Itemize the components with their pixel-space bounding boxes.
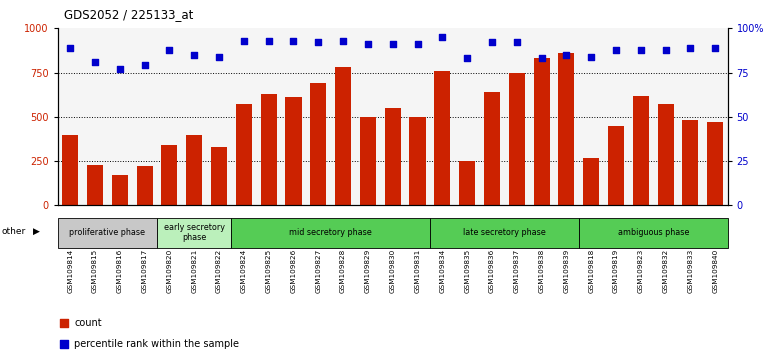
Point xyxy=(561,52,573,58)
Point xyxy=(585,54,598,59)
Bar xyxy=(608,126,624,205)
Point xyxy=(263,38,275,44)
Bar xyxy=(707,122,723,205)
Bar xyxy=(58,218,157,248)
Text: late secretory phase: late secretory phase xyxy=(463,228,546,237)
Text: ambiguous phase: ambiguous phase xyxy=(618,228,689,237)
Bar xyxy=(534,58,550,205)
Bar xyxy=(112,175,128,205)
Bar xyxy=(484,92,500,205)
Bar xyxy=(430,218,579,248)
Text: ▶: ▶ xyxy=(33,227,40,236)
Point xyxy=(139,63,151,68)
Bar xyxy=(459,161,475,205)
Point xyxy=(447,75,460,81)
Bar xyxy=(236,104,252,205)
Point xyxy=(610,47,622,52)
Bar xyxy=(157,218,232,248)
Bar xyxy=(658,104,674,205)
Point xyxy=(163,47,176,52)
Bar xyxy=(682,120,698,205)
Point xyxy=(461,56,474,61)
Point xyxy=(114,66,126,72)
Bar xyxy=(583,159,599,205)
Bar xyxy=(434,71,450,205)
Point xyxy=(447,268,460,274)
Bar xyxy=(62,135,79,205)
Bar xyxy=(87,165,103,205)
Bar xyxy=(162,145,177,205)
Bar xyxy=(186,136,203,205)
Bar xyxy=(286,97,302,205)
Point xyxy=(238,38,250,44)
Point xyxy=(337,38,350,44)
Point xyxy=(535,56,547,61)
Point xyxy=(64,45,76,51)
Text: proliferative phase: proliferative phase xyxy=(69,228,146,237)
Point xyxy=(89,59,101,65)
Point xyxy=(287,38,300,44)
Bar xyxy=(558,53,574,205)
Point xyxy=(411,41,424,47)
Bar xyxy=(136,166,152,205)
Bar xyxy=(260,94,276,205)
Bar xyxy=(310,83,326,205)
Point xyxy=(436,34,448,40)
Bar xyxy=(579,218,728,248)
Bar xyxy=(335,67,351,205)
Point xyxy=(387,41,399,47)
Text: GDS2052 / 225133_at: GDS2052 / 225133_at xyxy=(65,8,194,21)
Text: percentile rank within the sample: percentile rank within the sample xyxy=(75,339,239,349)
Bar xyxy=(509,73,525,205)
Point xyxy=(188,52,200,58)
Bar xyxy=(633,97,649,205)
Text: early secretory
phase: early secretory phase xyxy=(164,223,225,242)
Point xyxy=(634,47,647,52)
Point xyxy=(362,41,374,47)
Text: other: other xyxy=(2,227,25,236)
Bar xyxy=(410,117,426,205)
Text: count: count xyxy=(75,318,102,328)
Point xyxy=(511,40,523,45)
Bar xyxy=(211,147,227,205)
Point xyxy=(659,47,671,52)
Bar xyxy=(385,108,400,205)
Point xyxy=(486,40,498,45)
Bar xyxy=(360,117,376,205)
Text: mid secretory phase: mid secretory phase xyxy=(290,228,372,237)
Point xyxy=(709,45,721,51)
Bar xyxy=(232,218,430,248)
Point xyxy=(685,45,697,51)
Point xyxy=(213,54,225,59)
Point xyxy=(312,40,324,45)
